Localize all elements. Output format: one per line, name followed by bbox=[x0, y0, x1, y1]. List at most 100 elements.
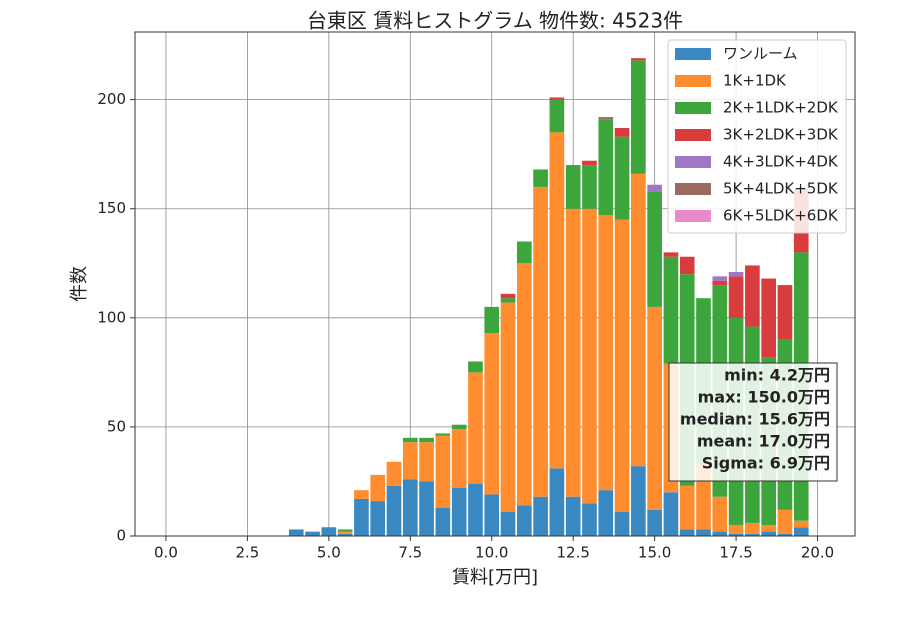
y-tick-label: 50 bbox=[107, 417, 126, 435]
bar-segment bbox=[647, 306, 662, 510]
stats-line: Sigma: 6.9万円 bbox=[702, 454, 830, 473]
bar-segment bbox=[288, 529, 304, 536]
x-tick-label: 7.5 bbox=[398, 544, 422, 562]
bar-segment bbox=[419, 481, 434, 536]
bar-segment bbox=[549, 468, 565, 536]
stats-box-frame bbox=[668, 362, 838, 482]
bar-segment bbox=[777, 285, 793, 340]
bar-segment bbox=[565, 496, 581, 536]
bar-segment bbox=[402, 442, 418, 480]
legend-swatch bbox=[675, 210, 711, 222]
bar-segment bbox=[533, 496, 548, 536]
bar-segment bbox=[484, 333, 500, 495]
bar-segment bbox=[728, 272, 744, 277]
x-tick-label: 12.5 bbox=[556, 544, 589, 562]
bar-segment bbox=[435, 433, 451, 436]
bar-segment bbox=[582, 503, 597, 536]
bar-segment bbox=[712, 276, 728, 281]
bar-segment bbox=[663, 252, 679, 257]
bar-segment bbox=[728, 533, 744, 536]
bar-segment bbox=[777, 509, 793, 534]
bar-segment bbox=[533, 169, 548, 187]
legend-swatch bbox=[675, 129, 711, 141]
bar-segment bbox=[435, 507, 451, 536]
bar-segment bbox=[647, 509, 662, 536]
bar-segment bbox=[419, 442, 434, 482]
legend-entry: 1K+1DK bbox=[723, 72, 787, 90]
bar-segment bbox=[647, 184, 662, 192]
bar-segment bbox=[745, 265, 760, 327]
bar-segment bbox=[354, 498, 369, 536]
bar-segment bbox=[663, 256, 679, 364]
bar-segment bbox=[631, 173, 646, 467]
legend-entry: ワンルーム bbox=[723, 45, 798, 63]
bar-segment bbox=[549, 99, 565, 133]
bar-segment bbox=[549, 132, 565, 469]
x-tick-label: 15.0 bbox=[638, 544, 671, 562]
legend-swatch bbox=[675, 183, 711, 195]
bar-segment bbox=[761, 531, 776, 536]
legend-swatch bbox=[675, 156, 711, 168]
x-tick-label: 20.0 bbox=[801, 544, 834, 562]
x-axis-label: 賃料[万円] bbox=[452, 567, 538, 588]
bar-segment bbox=[305, 531, 320, 536]
x-tick-label: 0.0 bbox=[154, 544, 178, 562]
bar-segment bbox=[370, 501, 386, 536]
bar-segment bbox=[712, 531, 728, 536]
bar-segment bbox=[712, 496, 728, 532]
bar-segment bbox=[598, 119, 614, 216]
legend-entry: 6K+5LDK+6DK bbox=[723, 207, 839, 225]
bar-segment bbox=[614, 512, 630, 536]
bar-segment bbox=[354, 490, 369, 499]
legend-swatch bbox=[675, 48, 711, 60]
y-tick-label: 100 bbox=[97, 308, 126, 326]
x-axis-ticks: 0.0 2.5 5.0 7.5 10.0 12.5 15.0 17.5 20.0 bbox=[154, 536, 834, 562]
bar-segment bbox=[614, 128, 630, 137]
bar-segment bbox=[614, 219, 630, 513]
stats-line: max: 150.0万円 bbox=[698, 388, 830, 407]
bar-segment bbox=[549, 97, 565, 100]
bar-segment bbox=[516, 263, 532, 506]
legend-swatch bbox=[675, 102, 711, 114]
bar-segment bbox=[435, 435, 451, 508]
bar-segment bbox=[468, 483, 483, 536]
y-tick-label: 200 bbox=[97, 90, 126, 108]
legend-entry: 5K+4LDK+5DK bbox=[723, 180, 839, 198]
legend-entry: 4K+3LDK+4DK bbox=[723, 153, 839, 171]
bar-segment bbox=[451, 488, 467, 536]
y-axis-ticks: 0 50 100 150 200 bbox=[97, 90, 135, 545]
bar-segment bbox=[793, 527, 809, 536]
stats-line: median: 15.6万円 bbox=[680, 410, 830, 429]
stats-box: min: 4.2万円 max: 150.0万円 median: 15.6万円 mean… bbox=[668, 362, 838, 482]
bar-segment bbox=[484, 494, 500, 536]
bar-segment bbox=[500, 302, 516, 512]
y-tick-label: 150 bbox=[97, 199, 126, 217]
plot-frame bbox=[134, 31, 856, 537]
bar-segment bbox=[761, 525, 776, 532]
x-tick-label: 17.5 bbox=[719, 544, 752, 562]
bar-segment bbox=[745, 522, 760, 534]
y-axis-label: 件数 bbox=[69, 266, 90, 302]
bar-segment bbox=[663, 492, 679, 536]
bar-segment bbox=[582, 208, 597, 504]
stats-line: min: 4.2万円 bbox=[724, 366, 830, 385]
bar-segment bbox=[402, 479, 418, 536]
x-tick-label: 5.0 bbox=[317, 544, 341, 562]
bar-segment bbox=[582, 160, 597, 166]
bar-segment bbox=[337, 531, 353, 534]
bar-segment bbox=[516, 505, 532, 536]
bar-segment bbox=[598, 490, 614, 536]
bar-segment bbox=[679, 529, 695, 536]
bar-segment bbox=[565, 165, 581, 209]
bar-segment bbox=[386, 485, 402, 536]
x-tick-label: 2.5 bbox=[235, 544, 259, 562]
bar-segment bbox=[631, 58, 646, 61]
bar-segment bbox=[386, 461, 402, 486]
bar-segment bbox=[582, 165, 597, 209]
bar-segment bbox=[337, 529, 353, 532]
bar-segment bbox=[370, 474, 386, 502]
bar-segment bbox=[761, 278, 776, 358]
bar-segment bbox=[468, 361, 483, 373]
bar-segment bbox=[679, 485, 695, 530]
